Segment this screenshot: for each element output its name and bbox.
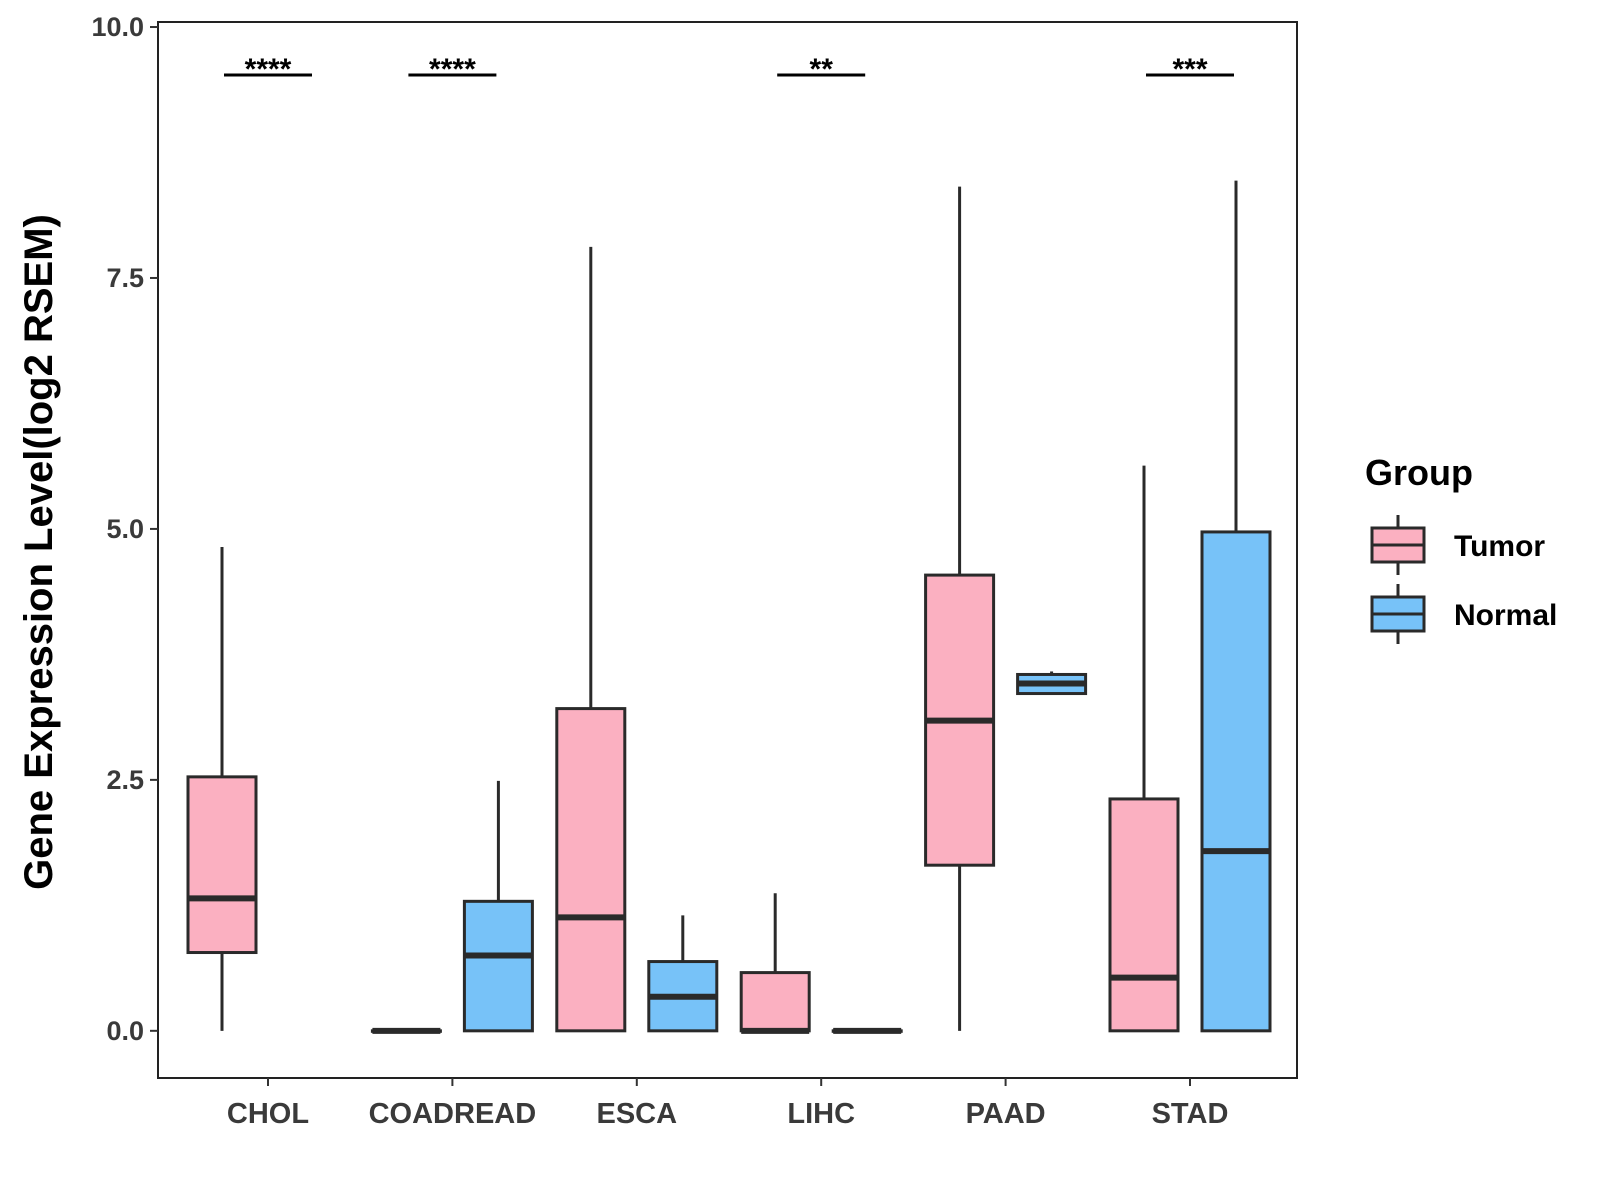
box-tumor-chol <box>186 546 258 1031</box>
box-body <box>1108 797 1180 1033</box>
box-normal-esca <box>647 915 719 1033</box>
legend-key-normal <box>1370 584 1426 644</box>
plot-area: 0.0 2.5 5.0 7.5 10.0 CHOL COADREAD ESCA LIHC PAAD… <box>91 12 1298 1130</box>
y-tick-label: 5.0 <box>106 514 144 544</box>
box-normal-lihc <box>831 1027 903 1034</box>
box-tumor-esca <box>555 246 627 1033</box>
box-normal-stad <box>1200 180 1272 1033</box>
legend-label-normal: Normal <box>1454 599 1557 632</box>
legend-label-tumor: Tumor <box>1454 530 1545 563</box>
y-axis-title: Gene Expression Level(log2 RSEM) <box>17 214 61 890</box>
y-tick-label: 7.5 <box>106 263 144 293</box>
x-tick-label: LIHC <box>787 1098 855 1130</box>
y-tick-label: 0.0 <box>106 1016 144 1046</box>
box-tumor-paad <box>924 186 996 1031</box>
box-tumor-coadread <box>370 1027 442 1034</box>
box-normal-coadread <box>462 780 534 1033</box>
box-body <box>462 899 534 1033</box>
x-tick-label: COADREAD <box>369 1098 537 1130</box>
y-tick-label: 2.5 <box>106 765 144 795</box>
x-tick-label: CHOL <box>227 1098 309 1130</box>
x-tick-label: STAD <box>1152 1098 1229 1130</box>
y-tick-label: 10.0 <box>91 12 144 42</box>
legend-key-tumor <box>1370 515 1426 575</box>
box-body <box>739 971 811 1033</box>
legend-title: Group <box>1365 452 1473 493</box>
box-tumor-stad <box>1108 465 1180 1033</box>
box-body <box>555 707 627 1033</box>
significance-label: *** <box>1172 53 1207 86</box>
x-tick-label: ESCA <box>597 1098 678 1130</box>
significance-label: **** <box>245 53 292 86</box>
box-body <box>186 775 258 955</box>
box-normal-paad <box>1016 671 1088 696</box>
significance-label: **** <box>429 53 476 86</box>
box-body <box>1200 530 1272 1033</box>
x-tick-label: PAAD <box>966 1098 1046 1130</box>
box-tumor-lihc <box>739 893 811 1034</box>
legend: Group Tumor Normal <box>1365 452 1557 644</box>
significance-label: ** <box>810 53 834 86</box>
plot-border <box>157 21 1298 1079</box>
